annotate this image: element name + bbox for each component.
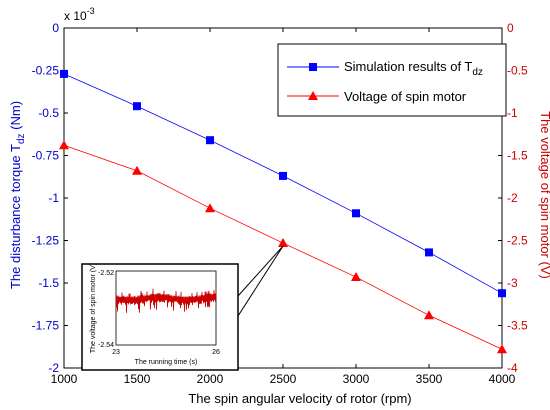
inset-x-label: The running time (s) (135, 359, 198, 366)
inset: -2.52 -2.54 23 26 The running time (s) T… (81, 245, 284, 371)
y-right-tick-label: -4 (507, 361, 518, 375)
left-scale-factor: x 10-3 (64, 6, 95, 23)
data-point-torque (206, 136, 214, 145)
y-left-tick-label: -1 (48, 191, 59, 205)
y-left-tick-label: 0 (52, 21, 59, 35)
y-left-tick-label: -1.75 (32, 319, 60, 333)
data-point-voltage (278, 238, 288, 248)
data-point-torque (498, 289, 506, 298)
legend: Simulation results of Tdz Voltage of spi… (277, 43, 507, 117)
inset-plot-area (115, 270, 217, 346)
y-left-tick-label: -0.75 (32, 149, 60, 163)
legend-label-voltage: Voltage of spin motor (344, 89, 467, 104)
inset-xtick-left: 23 (112, 349, 120, 356)
data-point-torque (60, 69, 68, 78)
data-point-torque (133, 102, 141, 111)
data-point-torque (425, 248, 433, 257)
inset-y-label: The voltage of spin motor (V) (90, 263, 97, 353)
y-axis-left-label: The disturbance torque Tdz (Nm) (8, 101, 27, 289)
x-tick-label: 2500 (270, 372, 297, 386)
legend-label-torque: Simulation results of Tdz (344, 59, 483, 78)
inset-ytick-top: -2.52 (98, 270, 114, 277)
data-point-voltage (497, 344, 507, 354)
inset-ytick-bottom: -2.54 (98, 342, 114, 349)
y-left-tick-label: -2 (48, 361, 59, 375)
x-tick-label: 1500 (124, 372, 151, 386)
y-right-tick-label: -0.5 (507, 64, 528, 78)
y-right-tick-label: -1.5 (507, 149, 528, 163)
data-point-voltage (59, 140, 69, 150)
x-tick-label: 3500 (416, 372, 443, 386)
inset-xtick-right: 26 (212, 349, 220, 356)
y-left-tick-label: -0.25 (32, 64, 60, 78)
data-point-voltage (351, 272, 361, 282)
y-right-tick-label: -3 (507, 276, 518, 290)
axis-ticks: 1000 1500 2000 2500 3000 3500 4000 0 -0.25 -0.5 -0… (32, 21, 528, 386)
y-right-tick-label: -2.5 (507, 234, 528, 248)
legend-marker-voltage (308, 91, 318, 100)
data-point-torque (279, 171, 287, 180)
x-tick-label: 3000 (343, 372, 370, 386)
y-left-tick-label: -1.5 (38, 276, 59, 290)
x-axis-label: The spin angular velocity of rotor (rpm) (188, 391, 411, 406)
y-right-tick-label: -3.5 (507, 319, 528, 333)
data-point-torque (352, 209, 360, 218)
x-tick-label: 4000 (489, 372, 516, 386)
y-right-tick-label: 0 (507, 21, 514, 35)
data-point-voltage (424, 310, 434, 320)
legend-box (277, 43, 507, 117)
y-right-tick-label: -2 (507, 191, 518, 205)
y-axis-right-label: The voltage of spin motor (V) (538, 111, 550, 279)
data-point-voltage (205, 203, 215, 213)
y-left-tick-label: -0.5 (38, 106, 59, 120)
x-tick-label: 1000 (51, 372, 78, 386)
y-left-tick-label: -1.25 (32, 234, 60, 248)
x-tick-label: 2000 (197, 372, 224, 386)
inset-signal-line (115, 288, 217, 313)
data-point-voltage (132, 165, 142, 175)
y-right-tick-label: -1 (507, 106, 518, 120)
legend-marker-torque (309, 63, 317, 71)
data-series (59, 69, 507, 354)
